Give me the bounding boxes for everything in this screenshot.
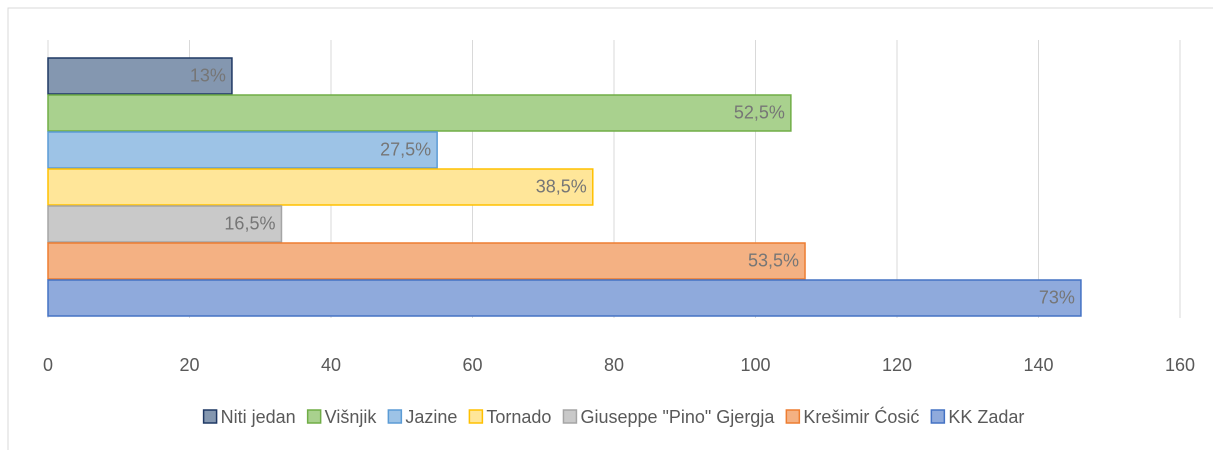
bar: [47, 57, 233, 95]
legend-label: KK Zadar: [948, 407, 1024, 427]
x-tick-label: 60: [462, 355, 482, 375]
legend-swatch: [468, 409, 484, 424]
data-label: 38,5%: [536, 176, 587, 196]
bar: [47, 242, 806, 280]
legend-swatch: [562, 409, 578, 424]
data-label: 27,5%: [380, 139, 431, 159]
bar: [47, 131, 438, 169]
x-tick-label: 20: [179, 355, 199, 375]
legend-label: Jazine: [405, 407, 457, 427]
legend-swatch: [930, 409, 946, 424]
x-tick-label: 120: [882, 355, 912, 375]
legend-label: Višnjik: [325, 407, 378, 427]
legend-swatch: [306, 409, 322, 424]
x-tick-label: 0: [43, 355, 53, 375]
legend-swatch: [202, 409, 218, 424]
bar: [47, 168, 594, 206]
data-label: 52,5%: [734, 102, 785, 122]
legend-label: Giuseppe "Pino" Gjergja: [580, 407, 775, 427]
chart-border: [7, 7, 1213, 450]
legend-swatch: [785, 409, 801, 424]
x-tick-label: 160: [1165, 355, 1195, 375]
data-label: 73%: [1039, 287, 1075, 307]
x-tick-label: 140: [1023, 355, 1053, 375]
data-label: 13%: [190, 65, 226, 85]
legend-swatch: [387, 409, 403, 424]
bar: [47, 205, 283, 243]
data-label: 16,5%: [224, 213, 275, 233]
x-tick-label: 80: [604, 355, 624, 375]
legend-label: Tornado: [486, 407, 551, 427]
x-tick-label: 100: [740, 355, 770, 375]
legend-label: Krešimir Ćosić: [803, 406, 919, 427]
bar: [47, 279, 1082, 317]
x-tick-label: 40: [321, 355, 341, 375]
legend: Niti jedan Višnjik Jazine Tornado Giuseppe "…: [202, 406, 1024, 427]
legend-label: Niti jedan: [221, 407, 296, 427]
bar: [47, 94, 792, 132]
data-label: 53,5%: [748, 250, 799, 270]
